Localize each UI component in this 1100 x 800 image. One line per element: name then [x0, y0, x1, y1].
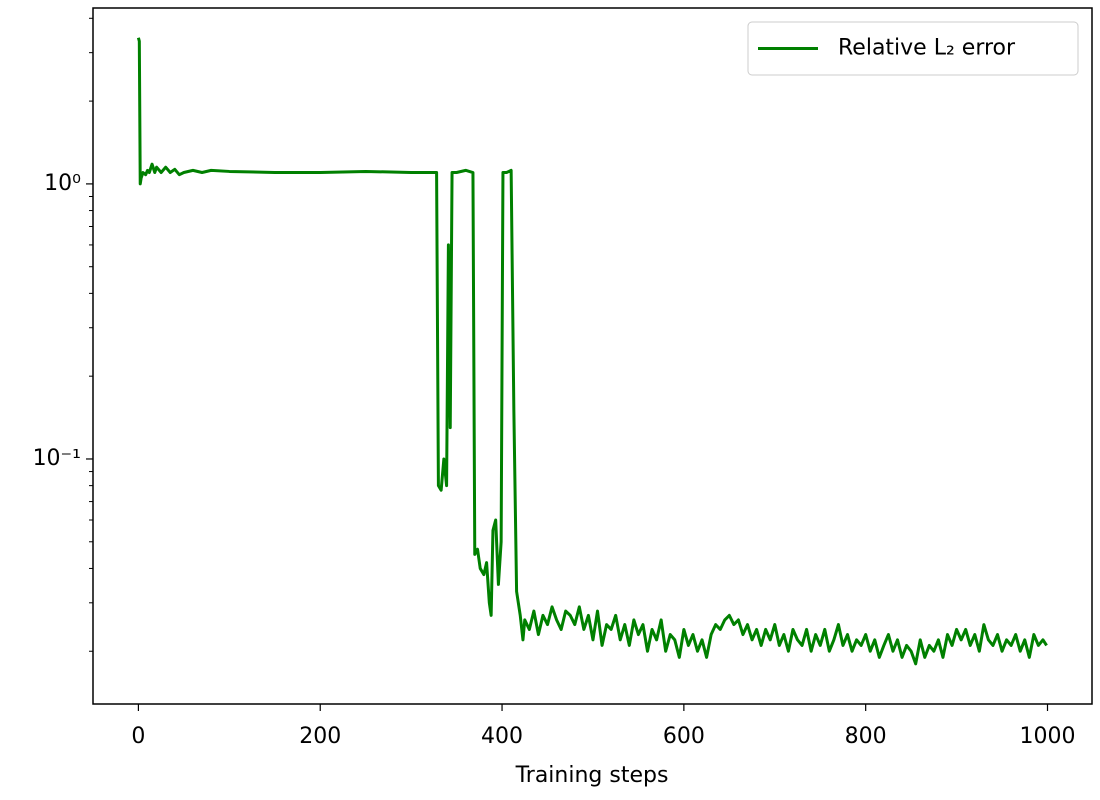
x-tick-label: 400 — [481, 724, 523, 749]
x-axis-label: Training steps — [515, 763, 669, 788]
x-tick-label: 600 — [663, 724, 705, 749]
x-tick-label: 200 — [299, 724, 341, 749]
y-tick-label: 10⁰ — [44, 171, 81, 196]
x-tick-label: 1000 — [1020, 724, 1076, 749]
legend-box — [747, 21, 1079, 76]
data-line — [136, 37, 1048, 666]
y-tick-label: 10⁻¹ — [33, 446, 81, 471]
plot-area — [136, 37, 1048, 666]
legend: Relative L₂ error — [747, 21, 1079, 76]
legend-label: Relative L₂ error — [838, 36, 1016, 61]
axes-frame — [92, 7, 1093, 705]
x-tick-label: 800 — [845, 724, 887, 749]
x-tick-label: 0 — [131, 724, 145, 749]
